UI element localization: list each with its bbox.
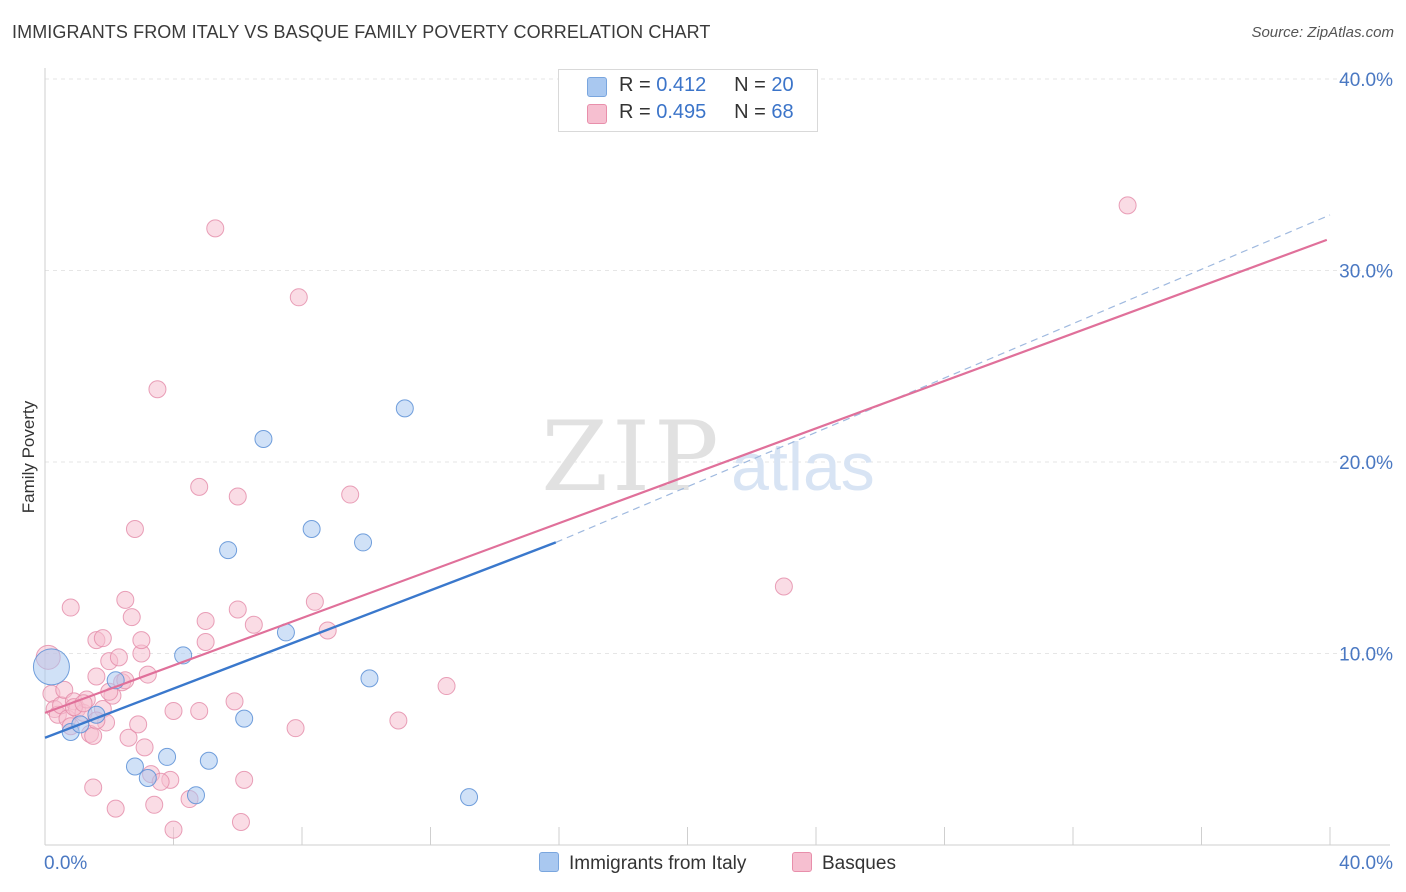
italy-trend-line — [44, 541, 557, 739]
legend-swatch-italy — [587, 77, 607, 97]
italy-point — [199, 751, 218, 770]
basque-point — [145, 795, 164, 814]
italy-points — [32, 399, 479, 807]
basque-point — [286, 719, 305, 738]
x-tick-label-min: 0.0% — [44, 853, 87, 874]
y-tick-label: 40.0% — [1339, 70, 1393, 91]
italy-point — [125, 757, 144, 776]
chart-title: IMMIGRANTS FROM ITALY VS BASQUE FAMILY P… — [12, 22, 711, 42]
y-axis-label: Family Poverty — [19, 400, 38, 513]
bottom-legend-label-italy: Immigrants from Italy — [569, 853, 747, 874]
y-tick-label: 30.0% — [1339, 262, 1393, 283]
basque-point — [116, 590, 135, 609]
watermark: ZIP atlas — [541, 401, 874, 513]
legend-r-label: R = — [619, 101, 651, 123]
basque-point — [109, 648, 128, 667]
y-tick-label: 20.0% — [1339, 453, 1393, 474]
basque-point — [231, 813, 250, 832]
basque-point — [135, 738, 154, 757]
basque-point — [1118, 196, 1137, 215]
basque-trend-line — [44, 238, 1328, 714]
legend-swatch-basques — [587, 104, 607, 124]
italy-point — [219, 541, 238, 560]
basque-point — [225, 692, 244, 711]
legend-r-value-italy: 0.412 — [656, 74, 707, 96]
basque-point — [129, 715, 148, 734]
basque-point — [196, 633, 215, 652]
bottom-legend-swatch-basques — [792, 852, 812, 872]
basque-point — [164, 820, 183, 839]
basque-point — [55, 680, 74, 699]
italy-trend-extension — [555, 214, 1331, 543]
italy-point — [360, 669, 379, 688]
basque-point — [341, 485, 360, 504]
basque-point — [190, 477, 209, 496]
y-tick-label: 10.0% — [1339, 645, 1393, 666]
correlation-legend: R = 0.412 N = 20 R = 0.495 N = 68 — [558, 69, 818, 132]
basque-point — [132, 631, 151, 650]
grid-lines — [45, 78, 1390, 654]
basque-point — [148, 380, 167, 399]
basque-point — [125, 520, 144, 539]
basque-point — [437, 677, 456, 696]
basque-point — [305, 592, 324, 611]
basque-point — [289, 288, 308, 307]
legend-n-label: N = — [734, 74, 766, 96]
trend-lines — [44, 214, 1331, 739]
basque-point — [228, 600, 247, 619]
italy-point — [158, 747, 177, 766]
basque-point — [106, 799, 125, 818]
legend-n-value-italy: 20 — [771, 74, 794, 96]
italy-point — [138, 768, 157, 787]
basque-point — [206, 219, 225, 238]
legend-r-value-basques: 0.495 — [656, 101, 707, 123]
x-tick-label-max: 40.0% — [1339, 853, 1393, 874]
bottom-legend-swatch-italy — [539, 852, 559, 872]
basque-point — [389, 711, 408, 730]
legend-n-label: N = — [734, 101, 766, 123]
italy-point — [32, 648, 70, 686]
basque-point — [84, 778, 103, 797]
basque-point — [122, 608, 141, 627]
watermark-atlas: atlas — [731, 429, 875, 505]
italy-point — [302, 520, 321, 539]
bottom-legend-italy: Immigrants from Italy — [539, 852, 746, 875]
watermark-zip: ZIP — [541, 401, 722, 513]
basque-point — [190, 701, 209, 720]
basque-point — [244, 615, 263, 634]
italy-point — [186, 786, 205, 805]
italy-point — [460, 788, 479, 807]
bottom-legend-label-basques: Basques — [822, 853, 896, 874]
basque-point — [774, 577, 793, 596]
basque-points — [35, 196, 1137, 839]
italy-point — [235, 709, 254, 728]
basque-point — [196, 611, 215, 630]
basque-point — [235, 770, 254, 789]
legend-r-label: R = — [619, 74, 651, 96]
bottom-legend-basques: Basques — [792, 852, 896, 875]
italy-point — [395, 399, 414, 418]
italy-point — [254, 430, 273, 449]
basque-point — [87, 667, 106, 686]
tick-labels: 10.0% 20.0% 30.0% 40.0% 0.0% 40.0% — [44, 70, 1393, 874]
basque-point — [228, 487, 247, 506]
legend-n-value-basques: 68 — [771, 101, 794, 123]
basque-point — [164, 701, 183, 720]
basque-point — [61, 598, 80, 617]
source-label: Source: ZipAtlas.com — [1251, 24, 1394, 41]
basque-point — [119, 728, 138, 747]
basque-point — [93, 629, 112, 648]
italy-point — [354, 533, 373, 552]
